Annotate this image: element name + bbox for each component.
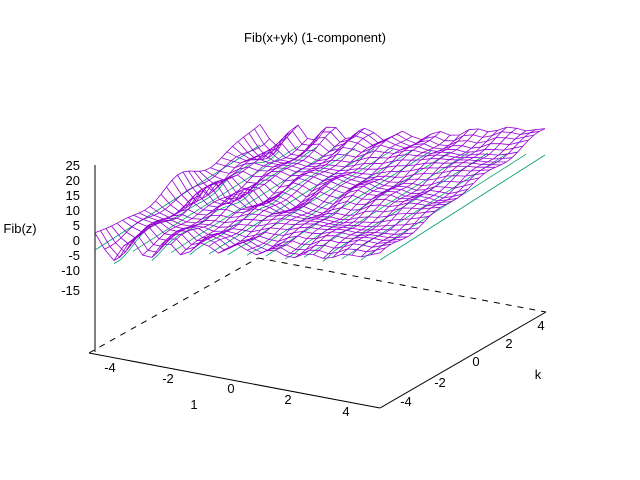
z-tick-label: 20 [66, 173, 80, 188]
mesh-line-y [199, 171, 485, 187]
mesh-line-y [144, 209, 430, 224]
mesh-line-y [122, 219, 408, 239]
x-tick-label: -2 [162, 371, 174, 386]
x-tick-label: 0 [227, 381, 234, 396]
mesh-line-y [221, 157, 507, 168]
axes [88, 165, 547, 409]
z-tick-label: 5 [73, 218, 80, 233]
y-tick-group: -4 -2 0 2 4 [400, 318, 544, 409]
back-axis-line [88, 257, 259, 354]
y-tick-label: 0 [472, 354, 479, 369]
mesh-line-y [254, 128, 540, 155]
mesh-line-y [243, 136, 529, 161]
mesh-line-y [237, 141, 524, 161]
mesh-underside-line [379, 154, 546, 261]
back-axis-line-2 [257, 257, 547, 313]
mesh-line-y [116, 222, 403, 242]
z-tick-label: -5 [68, 248, 80, 263]
mesh-line-y [127, 217, 414, 235]
z-tick-label: 10 [66, 203, 80, 218]
z-tick-group: 25 20 15 10 5 0 -5 -10 -15 [61, 158, 80, 298]
x-tick-group: -4 -2 0 2 4 [104, 360, 349, 419]
mesh-line-y [160, 194, 447, 214]
z-tick-label: 0 [73, 233, 80, 248]
mesh-line-x [332, 130, 498, 258]
stray-annotation: 1 [190, 397, 197, 412]
y-tick-label: 2 [505, 336, 512, 351]
mesh-line-y [138, 212, 425, 228]
y-tick-label: 4 [537, 318, 544, 333]
mesh-line-y [177, 174, 463, 204]
mesh-line-y [188, 170, 474, 197]
mesh-line-y [204, 169, 491, 181]
y-tick-label: -2 [434, 375, 446, 390]
mesh-underside-line [360, 153, 527, 261]
chart-title: Fib(x+yk) (1-component) [244, 30, 386, 45]
x-tick-label: 4 [342, 404, 349, 419]
surface-mesh [94, 124, 546, 262]
mesh-line-y [259, 124, 546, 149]
mesh-underside-line [151, 146, 318, 261]
mesh-underside-line [189, 147, 356, 256]
mesh-line-y [171, 179, 458, 208]
mesh-line-y [111, 225, 397, 247]
y-axis-label: k [535, 367, 542, 382]
mesh-line-y [215, 162, 502, 172]
mesh-underside-line [94, 144, 261, 251]
mesh-underside-line [303, 151, 470, 258]
mesh-line-y [182, 171, 469, 200]
y-tick-label: -4 [400, 394, 412, 409]
z-tick-label: 15 [66, 188, 80, 203]
mesh-line-y [193, 170, 480, 192]
x-tick-label: 2 [284, 392, 291, 407]
x-tick-label: -4 [104, 360, 116, 375]
y-axis-line [379, 311, 547, 409]
mesh-line-y [133, 214, 419, 231]
z-axis-label: Fib(z) [3, 221, 36, 236]
z-tick-label: -10 [61, 263, 80, 278]
mesh-line-y [232, 145, 518, 163]
z-tick-label: 25 [66, 158, 80, 173]
x-axis-line [88, 352, 381, 409]
mesh-line-y [155, 200, 441, 217]
mesh-line-y [149, 206, 436, 220]
mesh-line-y [226, 151, 513, 165]
mesh-underside-line [132, 145, 299, 252]
mesh-line-y [210, 165, 496, 175]
mesh-underside-line [284, 151, 451, 260]
z-tick-label: -15 [61, 283, 80, 298]
mesh-line-y [166, 186, 452, 211]
